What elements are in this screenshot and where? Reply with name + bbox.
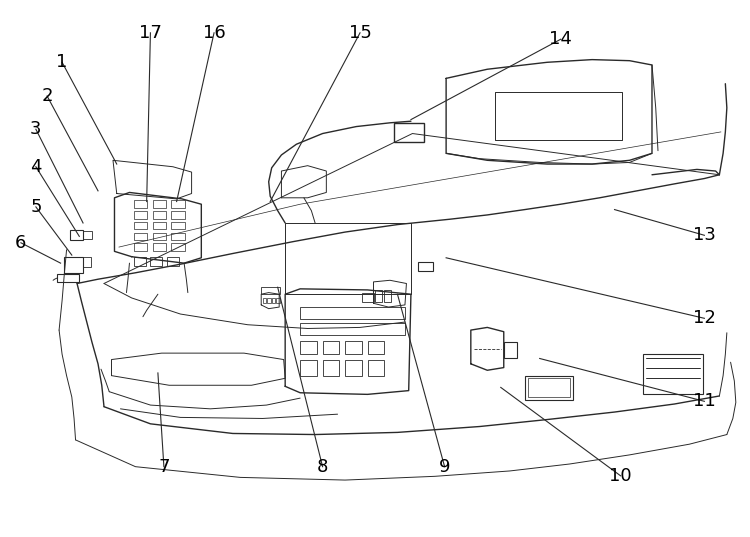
- Bar: [495, 92, 622, 140]
- Text: 12: 12: [693, 309, 715, 328]
- Text: 2: 2: [41, 87, 53, 105]
- Text: 17: 17: [139, 24, 162, 42]
- Text: 14: 14: [549, 30, 572, 48]
- Bar: [153, 222, 166, 229]
- Bar: [300, 360, 316, 375]
- Text: 8: 8: [317, 458, 328, 476]
- Bar: [64, 257, 83, 273]
- Bar: [134, 233, 148, 240]
- Bar: [276, 299, 280, 303]
- Text: 9: 9: [439, 458, 450, 476]
- Bar: [262, 299, 266, 303]
- Text: 3: 3: [30, 120, 42, 138]
- Bar: [172, 211, 184, 219]
- Bar: [172, 243, 184, 251]
- Text: 5: 5: [30, 198, 42, 216]
- Text: 10: 10: [609, 467, 631, 485]
- Bar: [322, 341, 339, 354]
- Bar: [134, 211, 148, 219]
- Bar: [167, 257, 178, 266]
- Bar: [529, 378, 570, 397]
- Bar: [57, 274, 80, 282]
- Bar: [153, 200, 166, 208]
- Bar: [525, 375, 574, 400]
- Bar: [172, 222, 184, 229]
- Bar: [300, 323, 405, 335]
- Bar: [153, 211, 166, 219]
- Bar: [345, 341, 362, 354]
- Bar: [362, 293, 374, 302]
- Bar: [300, 341, 316, 354]
- Bar: [83, 231, 92, 238]
- Text: 16: 16: [202, 24, 226, 42]
- Bar: [504, 343, 518, 359]
- Bar: [394, 123, 424, 142]
- Bar: [261, 287, 280, 294]
- Text: 7: 7: [158, 458, 170, 476]
- Bar: [134, 222, 148, 229]
- Bar: [300, 307, 405, 319]
- Bar: [375, 290, 382, 302]
- Bar: [368, 341, 384, 354]
- Text: 6: 6: [15, 234, 26, 252]
- Bar: [384, 290, 392, 302]
- Bar: [151, 257, 163, 266]
- Text: 1: 1: [56, 53, 68, 71]
- Bar: [172, 200, 184, 208]
- Bar: [153, 243, 166, 251]
- Bar: [419, 262, 434, 271]
- Bar: [368, 360, 384, 375]
- Bar: [267, 299, 271, 303]
- Text: 15: 15: [349, 24, 371, 42]
- Text: 13: 13: [693, 226, 715, 244]
- Text: 11: 11: [693, 393, 715, 410]
- Bar: [70, 230, 83, 240]
- Bar: [134, 200, 148, 208]
- Bar: [134, 257, 146, 266]
- Bar: [83, 257, 91, 267]
- Bar: [345, 360, 362, 375]
- Bar: [153, 233, 166, 240]
- Bar: [272, 299, 275, 303]
- Text: 4: 4: [30, 158, 42, 176]
- Bar: [643, 354, 703, 394]
- Bar: [172, 233, 184, 240]
- Bar: [134, 243, 148, 251]
- Bar: [322, 360, 339, 375]
